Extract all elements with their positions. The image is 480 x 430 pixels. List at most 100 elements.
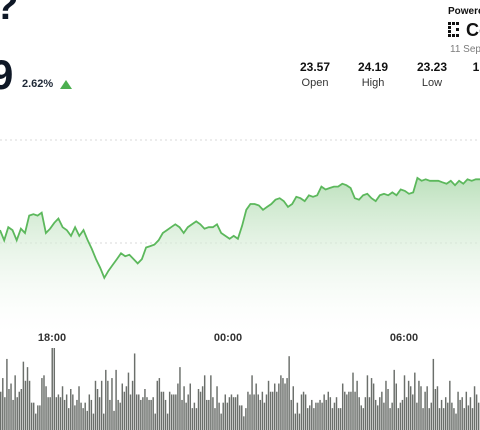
volume-bar xyxy=(317,402,319,430)
volume-bar xyxy=(302,391,305,430)
volume-bar xyxy=(358,397,360,430)
volume-bar xyxy=(115,369,117,430)
volume-bar xyxy=(67,408,70,430)
volume-bar xyxy=(152,397,154,430)
volume-bar xyxy=(24,380,27,430)
volume-bar xyxy=(426,386,428,430)
volume-bar xyxy=(288,356,290,430)
volume-bar xyxy=(440,399,443,430)
date-label: 11 Sep xyxy=(450,44,480,55)
volume-bar xyxy=(96,389,99,430)
volume-bar xyxy=(335,397,338,430)
volume-bar xyxy=(168,391,171,430)
volume-bar xyxy=(109,399,111,430)
volume-bar xyxy=(339,408,342,430)
volume-bar xyxy=(434,389,437,430)
volume-bar xyxy=(197,389,200,430)
volume-bar xyxy=(370,378,373,430)
volume-bar xyxy=(57,394,60,430)
brand-logo-icon[interactable] xyxy=(448,22,462,38)
stat-high-label: High xyxy=(361,77,385,89)
stat-close: 1 xyxy=(451,60,480,77)
volume-bar xyxy=(187,394,189,430)
volume-bar xyxy=(457,391,459,430)
volume-bar xyxy=(125,386,128,430)
volume-bar xyxy=(442,408,445,430)
volume-bar xyxy=(18,391,20,430)
volume-bar xyxy=(249,394,251,430)
volume-bar xyxy=(346,394,348,430)
volume-bar xyxy=(251,375,253,430)
volume-bar xyxy=(177,383,179,430)
price-area xyxy=(0,177,480,332)
volume-bar xyxy=(212,397,214,430)
volume-bar xyxy=(119,402,121,430)
volume-bar xyxy=(103,413,105,430)
volume-bar xyxy=(189,383,191,430)
brand-logo-text[interactable]: Co xyxy=(466,20,480,40)
volume-bar xyxy=(222,402,224,430)
volume-bar xyxy=(414,372,416,430)
volume-bar xyxy=(26,367,29,430)
volume-bar xyxy=(39,405,41,430)
volume-bar xyxy=(92,413,95,430)
volume-bar xyxy=(193,402,196,430)
volume-bar xyxy=(253,394,255,430)
volume-bar xyxy=(90,399,93,430)
up-arrow-icon xyxy=(60,80,72,89)
volume-bar xyxy=(397,408,400,430)
volume-bar xyxy=(428,408,430,430)
volume-bar xyxy=(309,405,311,430)
volume-bar xyxy=(224,394,227,430)
volume-bar xyxy=(160,391,163,430)
change-percent: 2.62% xyxy=(22,78,54,90)
price-line xyxy=(0,176,480,280)
volume-bar xyxy=(418,380,420,430)
volume-bar xyxy=(41,378,43,430)
volume-bar xyxy=(453,408,455,430)
volume-bar xyxy=(100,380,103,430)
volume-bar xyxy=(150,399,152,430)
volume-bar xyxy=(234,397,237,430)
price-value: 9 xyxy=(0,51,14,98)
volume-bar xyxy=(383,402,385,430)
volume-bar xyxy=(399,402,402,430)
volume-bar xyxy=(329,397,332,430)
volume-bar xyxy=(232,397,235,430)
volume-bar xyxy=(294,413,297,430)
volume-bar xyxy=(409,386,412,430)
volume-bar xyxy=(164,399,167,430)
volume-bar xyxy=(148,399,150,430)
volume-bar xyxy=(170,394,173,430)
volume-bar xyxy=(389,408,391,430)
volume-bar xyxy=(142,397,144,430)
volume-bar xyxy=(444,397,447,430)
volume-bar xyxy=(247,391,249,430)
volume-bar xyxy=(280,375,282,430)
volume-bar xyxy=(10,383,12,430)
volume-bar xyxy=(475,394,478,430)
volume-bar xyxy=(226,402,229,430)
stat-open-value: 23.57 xyxy=(299,60,331,74)
volume-bar xyxy=(461,397,463,430)
volume-bar xyxy=(129,394,132,430)
volume-bar xyxy=(105,369,107,430)
volume-bar xyxy=(368,397,371,430)
volume-bar xyxy=(210,375,212,430)
volume-bar xyxy=(47,397,49,430)
volume-bar xyxy=(263,402,266,430)
powered-by-label: Powere xyxy=(448,6,480,17)
volume-bar xyxy=(352,372,354,430)
volume-bar xyxy=(80,402,82,430)
volume-bar xyxy=(296,402,299,430)
volume-bar xyxy=(377,405,379,430)
volume-bar xyxy=(74,405,76,430)
volume-bar xyxy=(449,380,451,430)
volume-bar xyxy=(473,386,476,430)
volume-bar xyxy=(86,410,88,430)
x-tick-label: 18:00 xyxy=(38,332,66,344)
volume-bar xyxy=(183,386,185,430)
volume-bar xyxy=(424,391,426,430)
volume-bar xyxy=(276,391,278,430)
